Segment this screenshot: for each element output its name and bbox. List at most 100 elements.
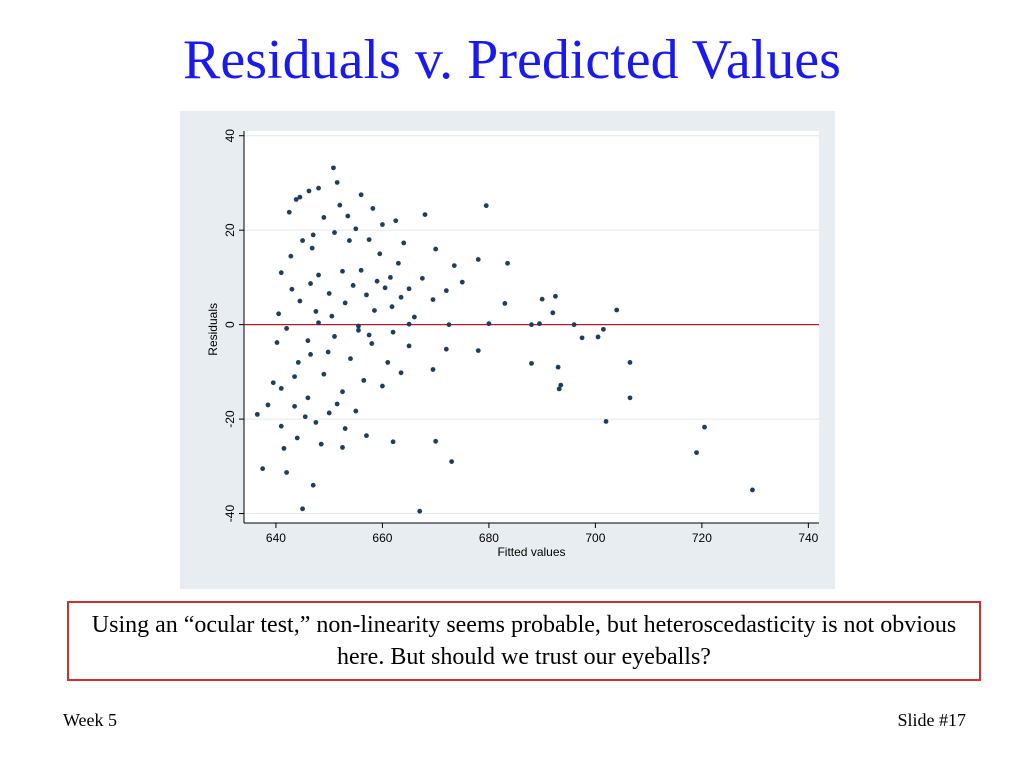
data-point (353, 226, 359, 232)
y-tick-label: 20 (223, 223, 237, 237)
data-point (353, 408, 359, 414)
data-point (284, 470, 289, 475)
data-point (537, 321, 542, 327)
x-tick-label: 660 (372, 531, 392, 545)
data-point (372, 308, 377, 313)
data-point (475, 257, 481, 262)
data-point (289, 286, 295, 292)
data-point (502, 300, 508, 306)
data-point (348, 356, 353, 362)
data-point (374, 278, 380, 284)
data-point (265, 402, 271, 408)
data-point (305, 338, 311, 344)
data-point (342, 426, 348, 431)
data-point (342, 300, 348, 306)
data-point (270, 380, 276, 386)
data-point (505, 260, 510, 266)
data-point (293, 197, 299, 202)
data-point (406, 343, 412, 349)
caption-box: Using an “ocular test,” non-linearity se… (67, 601, 981, 681)
data-point (390, 439, 396, 445)
data-point (459, 279, 465, 285)
data-point (419, 275, 425, 281)
data-point (377, 251, 383, 257)
data-point (286, 209, 292, 215)
data-point (294, 435, 300, 441)
x-axis-title: Fitted values (497, 545, 565, 559)
data-point (329, 313, 335, 319)
data-point (395, 260, 401, 266)
data-point (340, 389, 345, 395)
data-point (316, 272, 321, 278)
data-point (627, 360, 633, 365)
data-point (433, 438, 439, 444)
data-point (364, 433, 369, 439)
scatter-plot: 640 660 680 700 720 740 -40 -20 0 20 40 Fitted val… (206, 129, 819, 559)
data-point (325, 349, 331, 355)
data-point (443, 346, 449, 352)
data-point (443, 288, 449, 294)
data-point (281, 445, 287, 451)
data-point (254, 411, 260, 417)
data-point (292, 374, 297, 379)
data-point (446, 322, 452, 328)
data-point (411, 314, 417, 320)
data-point (406, 286, 412, 292)
data-point (433, 246, 439, 252)
data-point (340, 268, 345, 274)
data-point (295, 360, 301, 365)
data-point (292, 403, 297, 409)
data-point (284, 326, 289, 331)
data-point (278, 270, 284, 276)
data-point (529, 360, 534, 366)
data-point (331, 165, 336, 171)
x-tick-label: 680 (479, 531, 499, 545)
x-tick-label: 640 (266, 531, 286, 545)
data-point (553, 293, 558, 299)
footer-slide-number: Slide #17 (897, 710, 966, 730)
data-point (389, 304, 395, 310)
y-tick-label: -20 (223, 410, 237, 428)
data-point (309, 245, 315, 251)
data-point (276, 311, 282, 317)
y-tick-label: 0 (223, 321, 237, 328)
data-point (332, 334, 337, 339)
data-point (347, 238, 352, 243)
data-point (702, 424, 707, 430)
y-tick-label: -40 (223, 505, 237, 523)
data-point (483, 203, 489, 209)
caption-text: Using an “ocular test,” non-linearity se… (91, 611, 957, 670)
axes (239, 131, 819, 528)
data-point (316, 185, 321, 191)
data-point (300, 506, 305, 512)
data-point (486, 321, 492, 327)
slide-title: Residuals v. Predicted Values (183, 29, 841, 91)
data-point (288, 253, 294, 259)
data-point (334, 180, 340, 185)
data-point (750, 487, 755, 493)
data-point (278, 423, 284, 429)
data-point (350, 283, 356, 288)
data-point (345, 213, 351, 219)
data-point (356, 323, 361, 329)
data-point (380, 222, 385, 227)
data-point (337, 202, 343, 208)
data-point (398, 294, 404, 300)
x-tick-label: 720 (692, 531, 712, 545)
data-point (422, 212, 428, 217)
data-point (316, 320, 321, 326)
data-point (318, 441, 324, 447)
data-point (390, 329, 396, 335)
data-point (382, 285, 388, 291)
data-point (449, 459, 455, 465)
chart-panel: 640 660 680 700 720 740 -40 -20 0 20 40 Fitted val… (180, 111, 835, 589)
data-point (430, 297, 436, 303)
data-point (529, 322, 534, 328)
y-axis-title: Residuals (206, 303, 220, 356)
data-point (358, 267, 364, 273)
data-point (356, 327, 361, 333)
data-point (366, 332, 372, 338)
data-point (595, 334, 601, 340)
x-tick-label: 740 (798, 531, 818, 545)
data-point (417, 508, 423, 514)
